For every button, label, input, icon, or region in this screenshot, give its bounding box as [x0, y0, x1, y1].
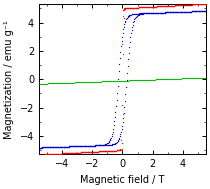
Y-axis label: Magnetization / emu g⁻¹: Magnetization / emu g⁻¹ [4, 20, 14, 139]
X-axis label: Magnetic field / T: Magnetic field / T [80, 175, 165, 185]
